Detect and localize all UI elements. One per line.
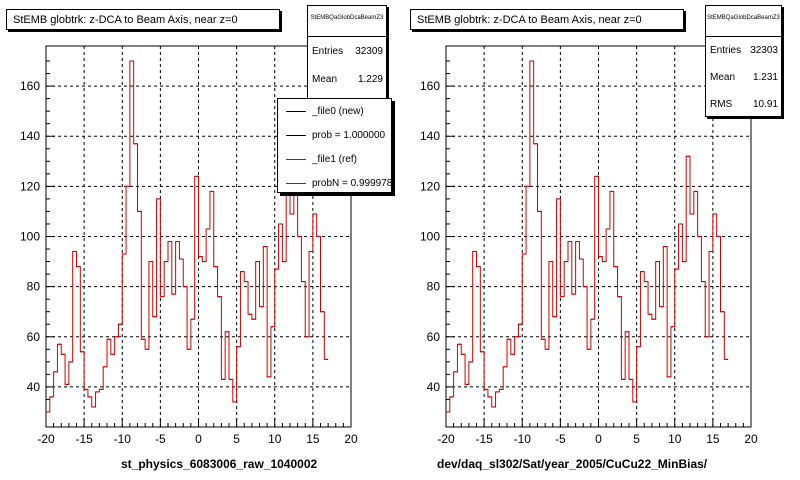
legend-label: prob = 1.000000	[312, 129, 386, 141]
x-tick-label: -15	[475, 432, 493, 446]
y-tick-label: 140	[420, 129, 440, 143]
x-axis-title-left: st_physics_6083006_raw_1040002	[121, 457, 318, 471]
legend-entry-prob: prob = 1.000000	[278, 123, 391, 147]
legend-left: _file0 (new) prob = 1.000000 _file1 (ref…	[277, 98, 392, 193]
y-tick-label: 40	[427, 380, 441, 394]
legend-swatch	[286, 158, 306, 160]
x-tick-label: 5	[233, 432, 240, 446]
legend-swatch	[286, 110, 306, 112]
x-tick-label: 15	[706, 432, 720, 446]
legend-label: _file0 (new)	[312, 105, 364, 117]
stats-entries-label: Entries	[710, 45, 742, 56]
x-tick-label: 10	[668, 432, 682, 446]
x-tick-label: -15	[75, 432, 93, 446]
y-tick-label: 120	[420, 179, 440, 193]
stats-mean-label: Mean	[710, 72, 736, 83]
y-tick-label: 80	[427, 280, 441, 294]
legend-label: _file1 (ref)	[312, 153, 358, 165]
y-tick-label: 60	[427, 330, 441, 344]
x-tick-label: -5	[155, 432, 166, 446]
y-tick-label: 60	[27, 330, 41, 344]
y-tick-label: 100	[420, 230, 440, 244]
stats-entries-label: Entries	[312, 45, 344, 57]
x-axis-title-right: dev/daq_sl302/Sat/year_2005/CuCu22_MinBi…	[437, 457, 708, 471]
legend-label: probN = 0.999978	[312, 177, 392, 189]
y-tick-label: 160	[420, 79, 440, 93]
x-tick-label: 15	[306, 432, 320, 446]
stats-rms-value: 10.91	[752, 99, 778, 110]
histogram-plot-right: -20 -15 -10 -5 0 5 10 15 20 40 60 80 100 120 140 160	[420, 45, 758, 446]
y-tick-label: 140	[20, 129, 40, 143]
x-tick-label: -10	[514, 432, 532, 446]
stats-entries-value: 32303	[750, 45, 778, 56]
stats-box-right: StEMBQaGlobDcaBeamZ3 Entries 32303 Mean …	[705, 5, 782, 117]
legend-swatch	[286, 182, 306, 184]
x-tick-label: 0	[595, 432, 602, 446]
y-tick-label: 80	[27, 280, 41, 294]
y-tick-label: 160	[20, 79, 40, 93]
y-tick-label: 100	[20, 230, 40, 244]
x-tick-label: -5	[555, 432, 566, 446]
chart-title-left: StEMB globtrk: z-DCA to Beam Axis, near …	[6, 9, 280, 30]
stats-mean-value: 1.231	[752, 72, 778, 83]
x-tick-label: 5	[633, 432, 640, 446]
x-tick-label: 20	[744, 432, 758, 446]
legend-entry-probn: probN = 0.999978	[278, 171, 392, 192]
x-tick-label: -20	[37, 432, 55, 446]
y-tick-label: 120	[20, 179, 40, 193]
legend-swatch	[286, 134, 306, 136]
stats-entries-value: 32309	[355, 45, 383, 57]
stats-mean-label: Mean	[312, 73, 338, 85]
x-tick-label: -10	[114, 432, 132, 446]
legend-entry-file1: _file1 (ref)	[278, 147, 391, 171]
y-tick-label: 40	[27, 380, 41, 394]
x-tick-label: 20	[344, 432, 358, 446]
stats-histogram-name: StEMBQaGlobDcaBeamZ3	[308, 6, 386, 37]
legend-entry-file0: _file0 (new)	[278, 99, 391, 123]
stats-mean-value: 1.229	[357, 73, 383, 85]
stats-rms-label: RMS	[710, 99, 733, 110]
x-tick-label: -20	[437, 432, 455, 446]
chart-title-right: StEMB globtrk: z-DCA to Beam Axis, near …	[410, 9, 684, 30]
x-tick-label: 10	[268, 432, 282, 446]
x-tick-label: 0	[195, 432, 202, 446]
stats-histogram-name: StEMBQaGlobDcaBeamZ3	[706, 6, 781, 37]
